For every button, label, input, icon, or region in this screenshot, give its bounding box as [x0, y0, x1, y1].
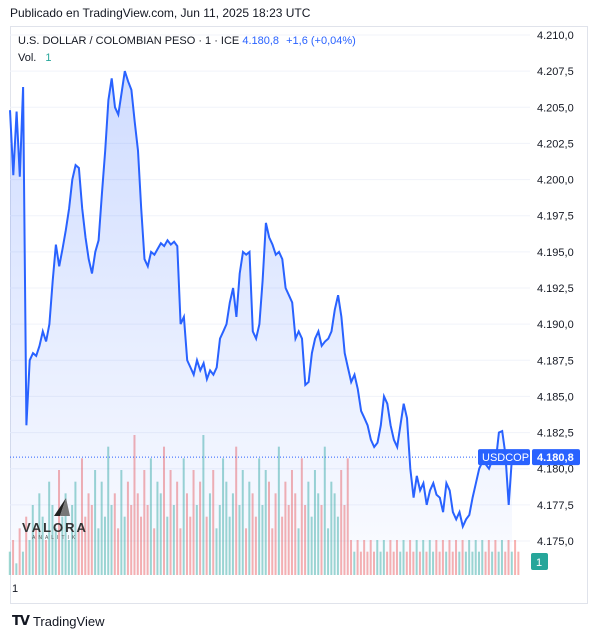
y-tick-label: 4.200,0 — [537, 175, 574, 187]
price-tag-symbol: USDCOP — [482, 452, 529, 464]
y-tick-label: 4.187,5 — [537, 355, 574, 367]
y-tick-label: 4.197,5 — [537, 211, 574, 223]
volume-tag: 1 — [531, 553, 548, 570]
volume-tag-value: 1 — [536, 557, 542, 569]
volume-value: 1 — [45, 52, 52, 64]
y-tick-label: 4.175,0 — [537, 536, 574, 548]
price-tag-symbol-box — [478, 449, 530, 466]
watermark-name: VALORA — [22, 520, 88, 535]
volume-bar — [514, 540, 517, 575]
valora-watermark: VALORA ANALITIK — [22, 496, 102, 544]
price-tag-value-box — [532, 449, 580, 466]
x-axis-label: 1 — [12, 583, 19, 595]
y-tick-label: 4.195,0 — [537, 247, 574, 259]
volume-bar — [8, 551, 11, 575]
y-tick-label: 4.190,0 — [537, 319, 574, 331]
valora-logo-icon — [54, 498, 70, 516]
last-price: 4.180,8 — [242, 35, 280, 47]
y-tick-label: 4.177,5 — [537, 500, 574, 512]
symbol-title: U.S. DOLLAR / COLOMBIAN PESO · 1 · ICE — [18, 35, 240, 47]
volume-legend: Vol. 1 — [18, 52, 52, 64]
legend-line: U.S. DOLLAR / COLOMBIAN PESO · 1 · ICE 4… — [18, 35, 356, 47]
y-tick-label: 4.192,5 — [537, 283, 574, 295]
y-tick-label: 4.202,5 — [537, 138, 574, 150]
volume-bar — [517, 551, 520, 575]
y-tick-label: 4.185,0 — [537, 391, 574, 403]
volume-tag-box — [531, 553, 548, 570]
y-tick-label: 4.210,0 — [537, 30, 574, 42]
y-tick-label: 4.205,0 — [537, 102, 574, 114]
price-line — [9, 70, 513, 530]
y-tick-label: 4.182,5 — [537, 428, 574, 440]
price-tag: USDCOP 4.180,8 — [478, 449, 580, 466]
watermark-sub: ANALITIK — [32, 535, 79, 541]
volume-label: Vol. — [18, 52, 37, 64]
price-tag-value: 4.180,8 — [537, 452, 574, 464]
price-change: +1,6 (+0,04%) — [286, 35, 356, 47]
price-area — [10, 71, 512, 575]
y-tick-label: 4.207,5 — [537, 66, 574, 78]
y-axis-labels: 4.210,0 4.207,5 4.205,0 4.202,5 4.200,0 4.197… — [537, 30, 574, 548]
tradingview-logo-icon: 𝗧𝗩 — [12, 613, 30, 628]
footer-brand[interactable]: 𝗧𝗩 TradingView — [12, 613, 104, 629]
published-caption: Publicado en TradingView.com, Jun 11, 20… — [10, 6, 311, 20]
y-tick-label: 4.180,0 — [537, 464, 574, 476]
brand-name: TradingView — [32, 613, 105, 629]
